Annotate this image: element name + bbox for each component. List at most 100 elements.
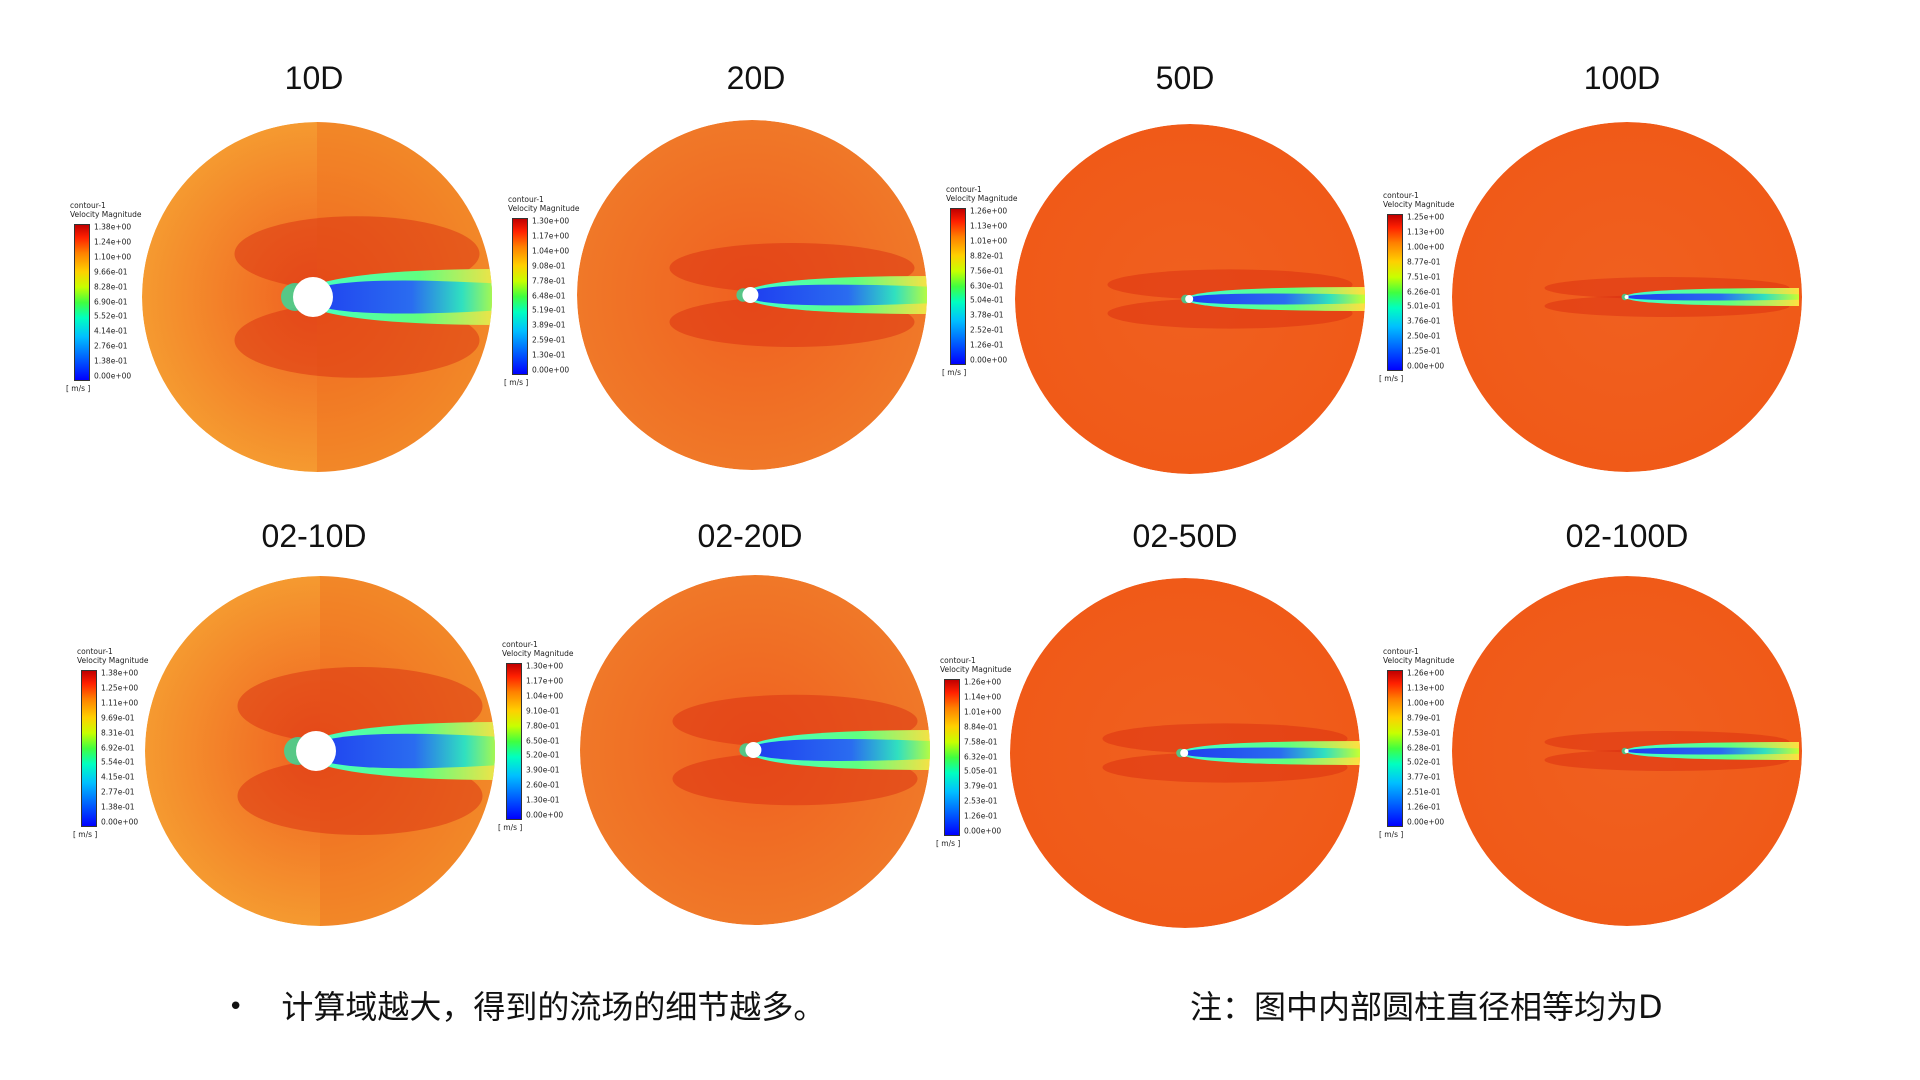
colorbar-tick-label: 4.14e-01	[94, 326, 128, 336]
velocity-contour-02-100D	[1452, 576, 1802, 926]
legend-title: contour-1	[1383, 647, 1419, 656]
colorbar-tick-label: 1.01e+00	[970, 236, 1008, 246]
colorbar-legend: contour-1 Velocity Magnitude 1.26e+00 1.1…	[936, 656, 1030, 857]
colorbar-tick-label: 2.51e-01	[1407, 787, 1441, 797]
colorbar-tick-label: 0.00e+00	[970, 355, 1008, 365]
cylinder	[742, 287, 759, 303]
colorbar-tick-label: 7.58e-01	[964, 736, 998, 746]
colorbar-tick-label: 0.00e+00	[532, 365, 570, 375]
colorbar-tick-label: 2.77e-01	[101, 787, 135, 797]
colorbar-unit: [ m/s ]	[936, 839, 961, 848]
colorbar-tick-label: 1.25e-01	[1407, 346, 1441, 356]
velocity-contour-100D	[1452, 122, 1802, 472]
colorbar-tick-label: 1.04e+00	[532, 246, 570, 256]
wake-core	[1625, 747, 1799, 755]
colorbar-legend: contour-1 Velocity Magnitude 1.30e+00 1.1…	[498, 641, 592, 841]
colorbar-tick-label: 2.50e-01	[1407, 331, 1441, 341]
colorbar-tick-label: 5.01e-01	[1407, 301, 1441, 311]
colorbar-tick-label: 5.02e-01	[1407, 757, 1441, 767]
legend-subtitle: Velocity Magnitude	[1383, 199, 1455, 209]
colorbar-tick-label: 3.78e-01	[970, 310, 1004, 320]
colorbar-tick-label: 3.76e-01	[1407, 316, 1441, 326]
colorbar-unit: [ m/s ]	[73, 830, 98, 839]
colorbar-tick-label: 6.50e-01	[526, 735, 560, 745]
colorbar-tick-label: 6.26e-01	[1407, 286, 1441, 296]
legend-title: contour-1	[70, 201, 106, 210]
colorbar-tick-label: 3.77e-01	[1407, 772, 1441, 782]
legend-subtitle: Velocity Magnitude	[70, 209, 142, 219]
panel-title: 02-10D	[261, 518, 367, 554]
colorbar	[1387, 214, 1403, 371]
colorbar-tick-label: 8.82e-01	[970, 250, 1004, 260]
wake-core	[748, 738, 930, 762]
colorbar-tick-label: 1.30e+00	[532, 216, 570, 226]
colorbar-tick-label: 1.14e+00	[964, 692, 1002, 702]
colorbar-unit: [ m/s ]	[1379, 830, 1404, 839]
colorbar-tick-label: 7.56e-01	[970, 265, 1004, 275]
colorbar-tick-label: 6.28e-01	[1407, 742, 1441, 752]
cylinder	[293, 277, 333, 317]
legend-subtitle: Velocity Magnitude	[77, 655, 149, 665]
cylinder	[1185, 295, 1194, 303]
panel-title: 100D	[1583, 60, 1661, 96]
legend-title: contour-1	[508, 195, 544, 204]
colorbar-tick-label: 1.30e-01	[526, 795, 560, 805]
colorbar-tick-label: 9.10e-01	[526, 705, 560, 715]
colorbar-tick-label: 1.25e+00	[1407, 212, 1445, 222]
colorbar-tick-label: 2.52e-01	[970, 325, 1004, 335]
colorbar-legend: contour-1 Velocity Magnitude 1.26e+00 1.1…	[942, 185, 1036, 386]
velocity-contour-50D	[1015, 124, 1365, 474]
bullet-point: • 计算域越大，得到的流场的细节越多。	[228, 982, 825, 1028]
colorbar	[950, 208, 966, 365]
colorbar-tick-label: 4.15e-01	[101, 772, 135, 782]
colorbar-tick-label: 5.05e-01	[964, 766, 998, 776]
wake-core	[301, 280, 492, 314]
colorbar-tick-label: 0.00e+00	[964, 826, 1002, 836]
colorbar-legend: contour-1 Velocity Magnitude 1.25e+00 1.1…	[1379, 191, 1473, 392]
colorbar-tick-label: 8.31e-01	[101, 727, 135, 737]
colorbar-tick-label: 1.13e+00	[1407, 227, 1445, 237]
colorbar-tick-label: 5.19e-01	[532, 305, 566, 315]
colorbar-tick-label: 7.51e-01	[1407, 271, 1441, 281]
colorbar-legend: contour-1 Velocity Magnitude 1.30e+00 1.1…	[504, 195, 598, 396]
colorbar	[506, 663, 522, 820]
legend-subtitle: Velocity Magnitude	[940, 664, 1012, 674]
colorbar-tick-label: 1.17e+00	[526, 676, 564, 686]
cylinder	[1180, 749, 1189, 757]
cylinder	[296, 731, 336, 771]
legend-subtitle: Velocity Magnitude	[502, 648, 574, 658]
colorbar-tick-label: 7.80e-01	[526, 720, 560, 730]
colorbar-tick-label: 2.53e-01	[964, 796, 998, 806]
colorbar-unit: [ m/s ]	[942, 368, 967, 377]
colorbar-tick-label: 1.26e-01	[964, 811, 998, 821]
colorbar-tick-label: 1.13e+00	[1407, 683, 1445, 693]
colorbar-tick-label: 1.26e-01	[970, 340, 1004, 350]
colorbar-tick-label: 8.77e-01	[1407, 256, 1441, 266]
colorbar-tick-label: 2.60e-01	[526, 780, 560, 790]
colorbar-tick-label: 9.69e-01	[101, 712, 135, 722]
legend-subtitle: Velocity Magnitude	[1383, 655, 1455, 665]
velocity-contour-02-20D	[580, 575, 930, 925]
wake-core	[745, 284, 927, 306]
colorbar-legend: contour-1 Velocity Magnitude 1.38e+00 1.2…	[66, 201, 160, 402]
colorbar-tick-label: 1.01e+00	[964, 707, 1002, 717]
colorbar-tick-label: 0.00e+00	[1407, 361, 1445, 371]
colorbar-tick-label: 2.59e-01	[532, 335, 566, 345]
colorbar-tick-label: 1.26e-01	[1407, 802, 1441, 812]
colorbar-tick-label: 1.30e-01	[532, 350, 566, 360]
colorbar-tick-label: 1.25e+00	[101, 683, 139, 693]
legend-title: contour-1	[1383, 191, 1419, 200]
colorbar-tick-label: 8.79e-01	[1407, 712, 1441, 722]
colorbar-tick-label: 1.11e+00	[101, 698, 139, 708]
legend-title: contour-1	[940, 656, 976, 665]
colorbar-tick-label: 0.00e+00	[1407, 817, 1445, 827]
colorbar	[944, 679, 960, 836]
colorbar-tick-label: 5.52e-01	[94, 311, 128, 321]
colorbar-tick-label: 1.38e+00	[94, 222, 132, 232]
colorbar-unit: [ m/s ]	[1379, 374, 1404, 383]
panel-title: 10D	[284, 60, 344, 96]
colorbar-tick-label: 6.90e-01	[94, 296, 128, 306]
wake-core	[1181, 747, 1360, 759]
wake-core	[1186, 293, 1365, 305]
legend-title: contour-1	[946, 185, 982, 194]
